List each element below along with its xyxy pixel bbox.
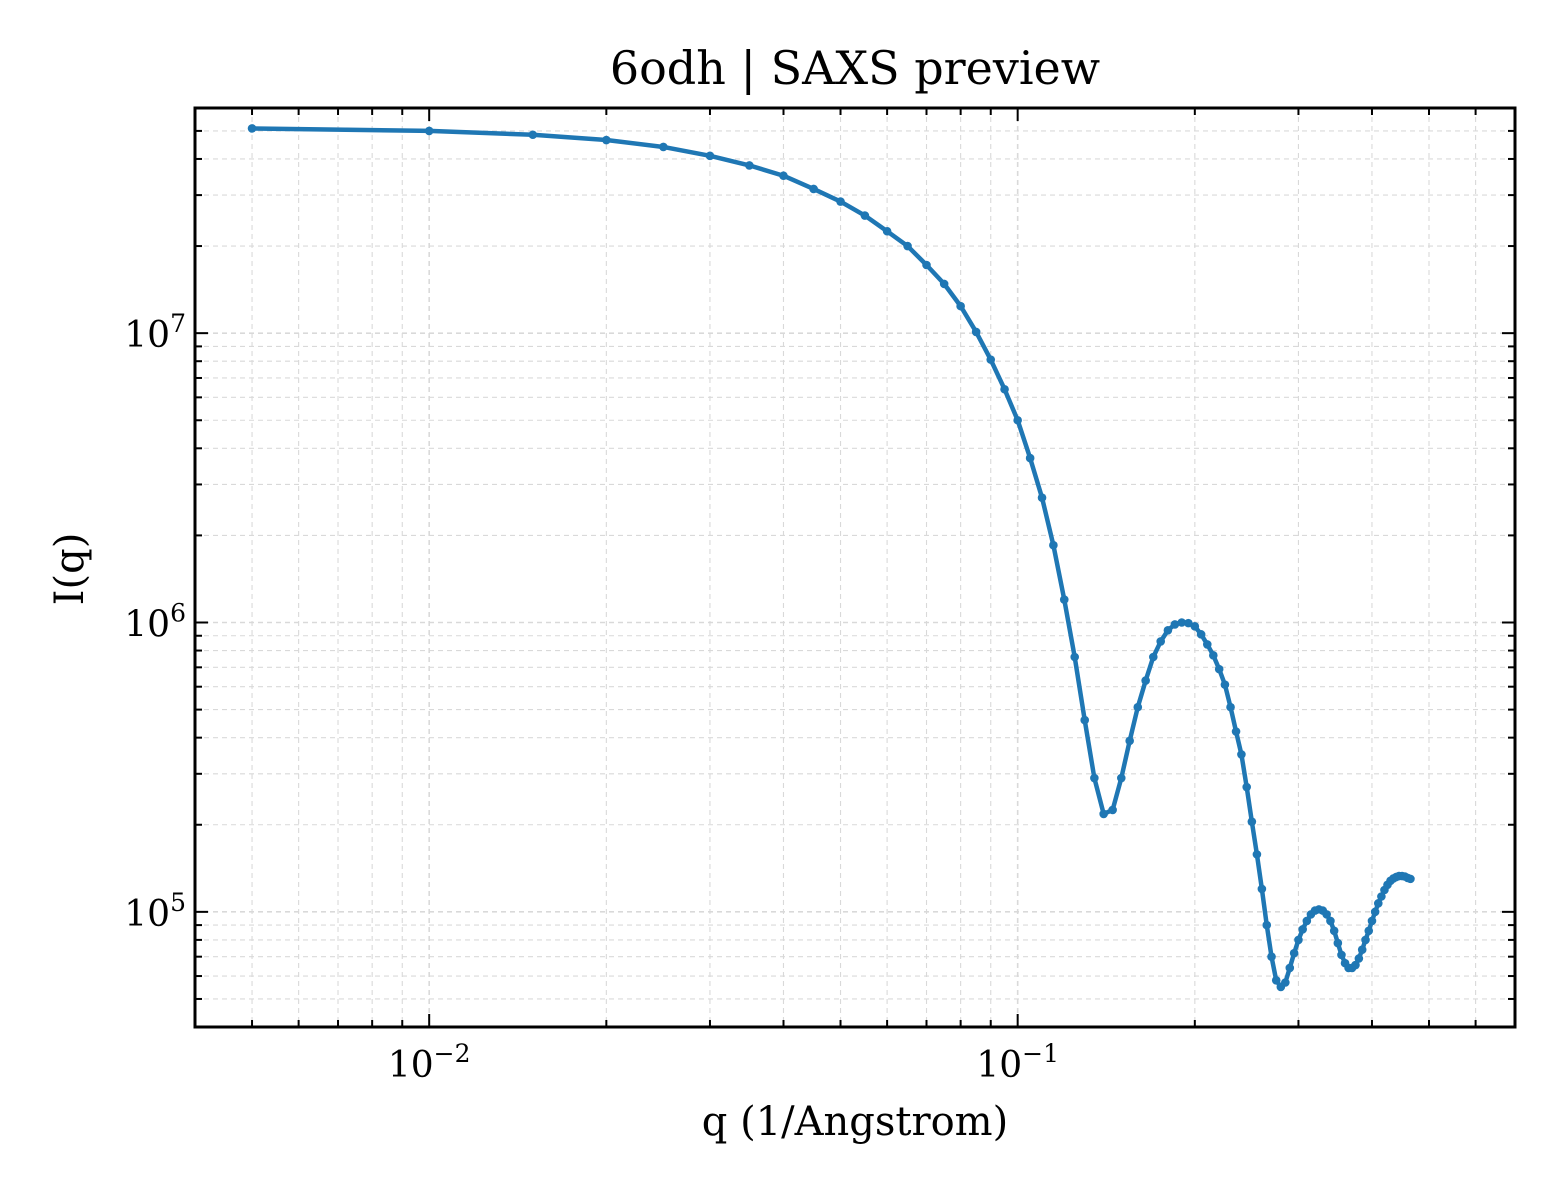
data-point xyxy=(1025,453,1035,463)
data-point xyxy=(1357,945,1367,954)
data-point xyxy=(1337,950,1346,960)
x-tick-label: 10−1 xyxy=(976,1039,1059,1086)
data-point xyxy=(971,327,981,337)
data-point xyxy=(1364,926,1374,936)
data-point xyxy=(1059,595,1069,604)
data-point xyxy=(779,171,788,181)
data-point xyxy=(939,279,949,289)
data-point xyxy=(1202,640,1212,649)
data-point xyxy=(1156,637,1165,646)
x-axis-label: q (1/Angstrom) xyxy=(702,1099,1008,1145)
data-point xyxy=(659,142,668,152)
data-point xyxy=(247,124,257,133)
y-axis-label: I(q) xyxy=(47,533,93,606)
data-point xyxy=(1163,625,1173,635)
data-point xyxy=(986,355,996,364)
data-point xyxy=(1177,618,1187,627)
data-point xyxy=(705,151,715,161)
y-tick-label: 106 xyxy=(124,599,186,646)
data-point xyxy=(1294,935,1303,945)
data-point xyxy=(602,135,611,145)
data-point xyxy=(1116,773,1126,783)
data-point xyxy=(809,184,818,194)
data-point xyxy=(1190,622,1200,631)
data-point xyxy=(1257,884,1267,894)
data-point xyxy=(1262,920,1272,930)
data-point xyxy=(956,301,965,311)
data-point xyxy=(1099,809,1108,819)
data-point xyxy=(1302,916,1312,926)
data-point xyxy=(1108,805,1117,815)
data-point xyxy=(1361,935,1370,945)
data-point xyxy=(1037,493,1047,502)
data-point xyxy=(1049,540,1058,550)
y-tick-label: 105 xyxy=(124,888,186,935)
data-point xyxy=(1373,899,1383,908)
data-point xyxy=(1231,727,1241,736)
data-point xyxy=(1247,817,1257,826)
data-point xyxy=(1267,952,1276,961)
data-point xyxy=(1070,652,1080,662)
data-point xyxy=(1329,926,1339,936)
data-point xyxy=(1214,664,1224,674)
data-point xyxy=(903,241,912,251)
data-point xyxy=(1281,978,1290,987)
chart-title: 6odh | SAXS preview xyxy=(610,41,1100,95)
data-point xyxy=(1220,680,1230,689)
data-point xyxy=(1209,651,1218,660)
data-point xyxy=(1125,736,1134,746)
data-point xyxy=(1013,415,1022,425)
data-point xyxy=(836,197,845,206)
data-point xyxy=(1351,960,1360,970)
data-point xyxy=(1354,954,1364,963)
data-point xyxy=(922,260,931,270)
data-point xyxy=(882,226,892,236)
data-point xyxy=(1226,702,1235,712)
data-point xyxy=(1090,773,1099,783)
tick-labels: 10−2 10−1 105 106 107 xyxy=(124,309,1059,1086)
data-point xyxy=(1080,715,1090,725)
data-point xyxy=(745,161,754,170)
data-point xyxy=(1148,652,1158,662)
data-point xyxy=(424,126,434,136)
data-point xyxy=(1333,938,1343,948)
data-point xyxy=(528,130,538,140)
data-point xyxy=(1252,850,1262,859)
data-point xyxy=(1289,948,1299,958)
data-point xyxy=(1271,976,1281,985)
data-point xyxy=(1184,618,1193,628)
data-point xyxy=(1285,963,1295,973)
grid xyxy=(194,107,1515,1028)
data-point xyxy=(1298,925,1307,934)
data-point xyxy=(1367,916,1377,926)
data-point xyxy=(860,211,870,220)
data-point xyxy=(1141,676,1150,685)
data-point xyxy=(1170,620,1180,629)
data-point xyxy=(1377,892,1386,901)
y-tick-label: 107 xyxy=(124,309,186,356)
x-tick-label: 10−2 xyxy=(388,1039,471,1086)
series-layer xyxy=(247,124,1415,992)
data-point xyxy=(1000,384,1009,394)
data-point xyxy=(1242,782,1251,792)
data-point xyxy=(1237,750,1246,759)
plot-frame xyxy=(193,106,1517,1029)
data-point xyxy=(1326,916,1335,926)
data-point xyxy=(1322,910,1331,919)
data-point xyxy=(1370,907,1380,917)
data-point xyxy=(1196,630,1206,639)
data-point xyxy=(1406,874,1415,884)
data-point xyxy=(1133,702,1143,712)
ticks xyxy=(194,107,1515,1028)
